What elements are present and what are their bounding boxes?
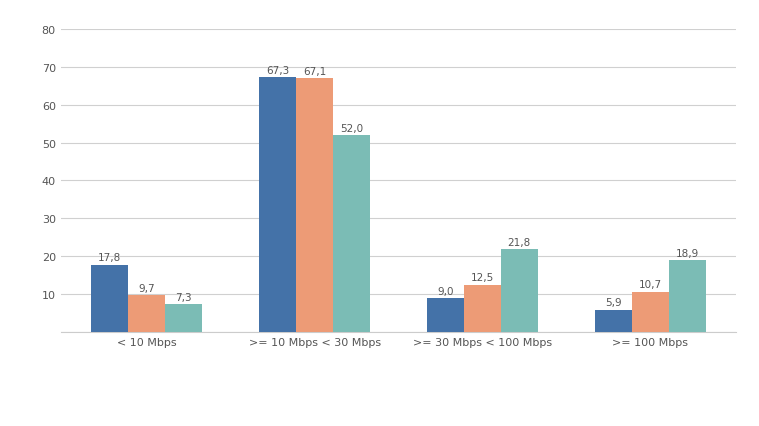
Text: 9,0: 9,0: [437, 286, 454, 296]
Bar: [128, 296, 165, 332]
Text: 5,9: 5,9: [605, 298, 622, 308]
Bar: [631, 292, 669, 332]
Bar: [595, 310, 631, 332]
Bar: [296, 78, 333, 332]
Bar: [333, 135, 370, 332]
Text: 9,7: 9,7: [138, 283, 155, 294]
Bar: [501, 250, 537, 332]
Text: 52,0: 52,0: [340, 124, 363, 133]
Text: 21,8: 21,8: [508, 238, 531, 248]
Text: 67,1: 67,1: [303, 66, 326, 76]
Text: 7,3: 7,3: [175, 292, 192, 302]
Bar: [91, 265, 128, 332]
Bar: [464, 285, 501, 332]
Text: 67,3: 67,3: [266, 66, 289, 75]
Text: 18,9: 18,9: [676, 249, 699, 259]
Text: 17,8: 17,8: [98, 253, 121, 263]
Bar: [669, 261, 706, 332]
Bar: [260, 78, 296, 332]
Text: 10,7: 10,7: [638, 279, 662, 290]
Text: 12,5: 12,5: [471, 273, 494, 283]
Bar: [165, 305, 202, 332]
Bar: [427, 298, 464, 332]
